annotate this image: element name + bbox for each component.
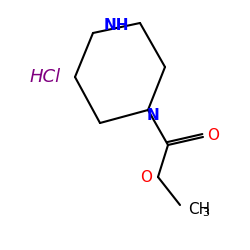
Text: NH: NH (104, 18, 129, 32)
Text: O: O (140, 170, 152, 184)
Text: O: O (207, 128, 219, 142)
Text: HCl: HCl (30, 68, 60, 86)
Text: 3: 3 (202, 208, 209, 218)
Text: N: N (146, 108, 160, 122)
Text: CH: CH (188, 202, 210, 216)
